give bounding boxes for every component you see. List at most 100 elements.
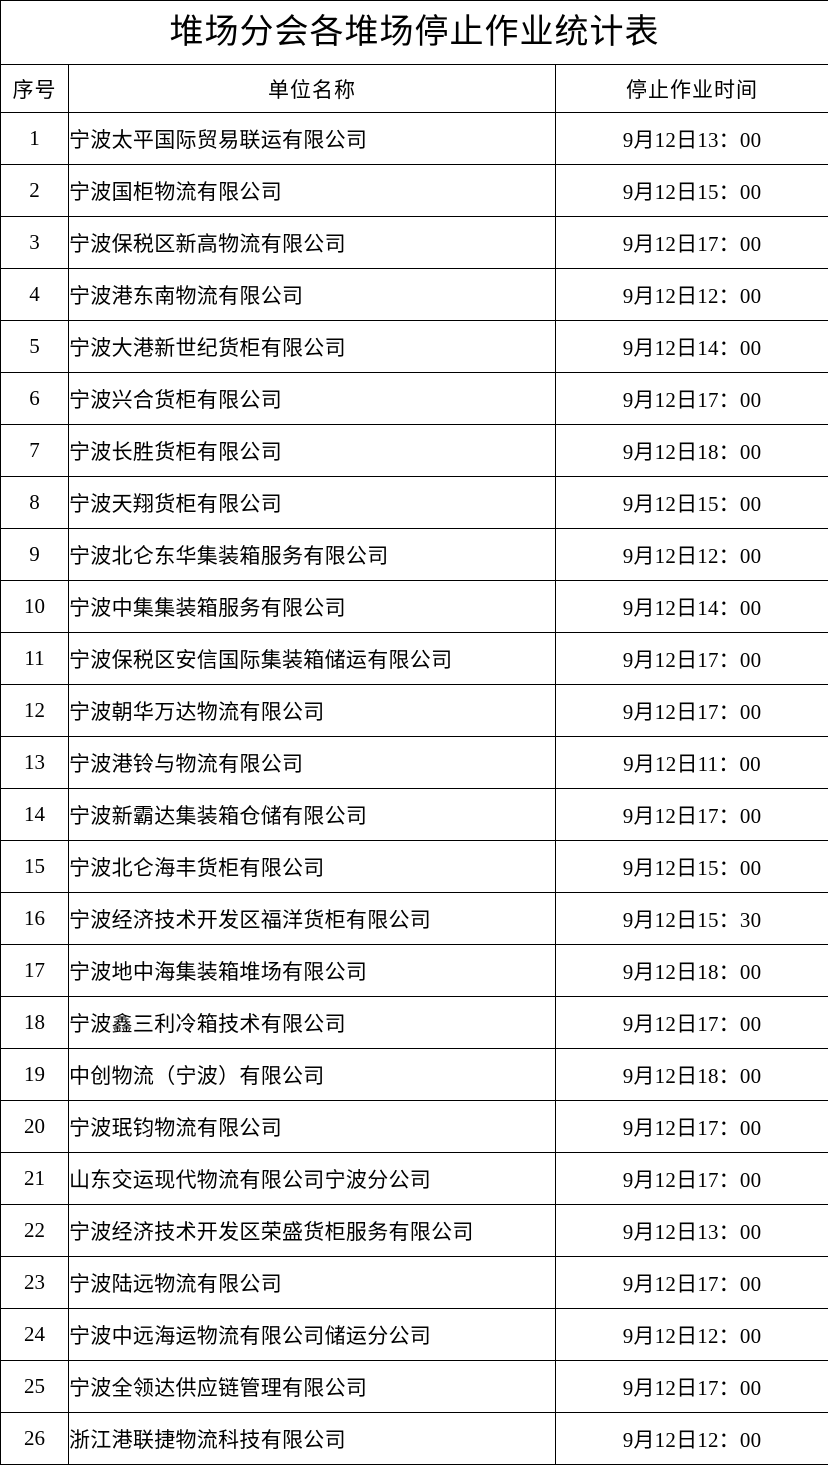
table-row: 8 宁波天翔货柜有限公司 9月12日15：00 (0, 476, 828, 529)
cell-sequence-number: 3 (0, 216, 69, 269)
cell-company-name: 宁波中远海运物流有限公司储运分公司 (68, 1308, 556, 1361)
cell-company-name: 宁波港东南物流有限公司 (68, 268, 556, 321)
cell-sequence-number: 20 (0, 1100, 69, 1153)
table-row: 10 宁波中集集装箱服务有限公司 9月12日14：00 (0, 580, 828, 633)
cell-stop-time: 9月12日17：00 (554, 1152, 828, 1205)
cell-stop-time: 9月12日15：00 (554, 840, 828, 893)
cell-stop-time: 9月12日17：00 (554, 216, 828, 269)
cell-sequence-number: 13 (0, 736, 69, 789)
cell-sequence-number: 12 (0, 684, 69, 737)
cell-company-name: 宁波地中海集装箱堆场有限公司 (68, 944, 556, 997)
cell-company-name: 宁波新霸达集装箱仓储有限公司 (68, 788, 556, 841)
cell-company-name: 宁波港铃与物流有限公司 (68, 736, 556, 789)
cell-company-name: 宁波兴合货柜有限公司 (68, 372, 556, 425)
table-row: 13 宁波港铃与物流有限公司 9月12日11：00 (0, 736, 828, 789)
table-row: 22 宁波经济技术开发区荣盛货柜服务有限公司 9月12日13：00 (0, 1204, 828, 1257)
cell-sequence-number: 17 (0, 944, 69, 997)
cell-company-name: 中创物流（宁波）有限公司 (68, 1048, 556, 1101)
column-header-seq: 序号 (0, 64, 69, 113)
table-row: 12 宁波朝华万达物流有限公司 9月12日17：00 (0, 684, 828, 737)
table-row: 26 浙江港联捷物流科技有限公司 9月12日12：00 (0, 1412, 828, 1465)
cell-stop-time: 9月12日18：00 (554, 944, 828, 997)
cell-stop-time: 9月12日13：00 (554, 112, 828, 165)
table-row: 1 宁波太平国际贸易联运有限公司 9月12日13：00 (0, 112, 828, 165)
cell-stop-time: 9月12日11：00 (554, 736, 828, 789)
cell-company-name: 宁波北仑东华集装箱服务有限公司 (68, 528, 556, 581)
cell-stop-time: 9月12日17：00 (554, 1360, 828, 1413)
table-row: 24 宁波中远海运物流有限公司储运分公司 9月12日12：00 (0, 1308, 828, 1361)
table-row: 21 山东交运现代物流有限公司宁波分公司 9月12日17：00 (0, 1152, 828, 1205)
cell-company-name: 宁波国柜物流有限公司 (68, 164, 556, 217)
cell-company-name: 宁波珉钧物流有限公司 (68, 1100, 556, 1153)
cell-stop-time: 9月12日17：00 (554, 1256, 828, 1309)
table-row: 9 宁波北仑东华集装箱服务有限公司 9月12日12：00 (0, 528, 828, 581)
cell-company-name: 宁波太平国际贸易联运有限公司 (68, 112, 556, 165)
table-row: 18 宁波鑫三利冷箱技术有限公司 9月12日17：00 (0, 996, 828, 1049)
cell-company-name: 宁波长胜货柜有限公司 (68, 424, 556, 477)
cell-stop-time: 9月12日17：00 (554, 996, 828, 1049)
cell-company-name: 宁波经济技术开发区福洋货柜有限公司 (68, 892, 556, 945)
cell-sequence-number: 4 (0, 268, 69, 321)
cell-stop-time: 9月12日12：00 (554, 268, 828, 321)
cell-stop-time: 9月12日15：00 (554, 164, 828, 217)
table-row: 19 中创物流（宁波）有限公司 9月12日18：00 (0, 1048, 828, 1101)
cell-stop-time: 9月12日12：00 (554, 1308, 828, 1361)
table-row: 23 宁波陆远物流有限公司 9月12日17：00 (0, 1256, 828, 1309)
cell-company-name: 宁波北仑海丰货柜有限公司 (68, 840, 556, 893)
cell-stop-time: 9月12日14：00 (554, 580, 828, 633)
cell-stop-time: 9月12日13：00 (554, 1204, 828, 1257)
cell-stop-time: 9月12日12：00 (554, 528, 828, 581)
cell-stop-time: 9月12日18：00 (554, 1048, 828, 1101)
cell-company-name: 宁波陆远物流有限公司 (68, 1256, 556, 1309)
table-row: 15 宁波北仑海丰货柜有限公司 9月12日15：00 (0, 840, 828, 893)
cell-sequence-number: 22 (0, 1204, 69, 1257)
cell-sequence-number: 14 (0, 788, 69, 841)
cell-sequence-number: 10 (0, 580, 69, 633)
table-row: 20 宁波珉钧物流有限公司 9月12日17：00 (0, 1100, 828, 1153)
cell-sequence-number: 19 (0, 1048, 69, 1101)
cell-sequence-number: 6 (0, 372, 69, 425)
column-header-time: 停止作业时间 (554, 64, 828, 113)
cell-stop-time: 9月12日12：00 (554, 1412, 828, 1465)
cell-company-name: 宁波全领达供应链管理有限公司 (68, 1360, 556, 1413)
cell-sequence-number: 11 (0, 632, 69, 685)
cell-sequence-number: 8 (0, 476, 69, 529)
cell-stop-time: 9月12日14：00 (554, 320, 828, 373)
table-header-row: 序号 单位名称 停止作业时间 (0, 64, 828, 113)
cell-company-name: 宁波中集集装箱服务有限公司 (68, 580, 556, 633)
cell-sequence-number: 1 (0, 112, 69, 165)
cell-company-name: 山东交运现代物流有限公司宁波分公司 (68, 1152, 556, 1205)
cell-sequence-number: 23 (0, 1256, 69, 1309)
table-row: 7 宁波长胜货柜有限公司 9月12日18：00 (0, 424, 828, 477)
cell-sequence-number: 5 (0, 320, 69, 373)
cell-sequence-number: 2 (0, 164, 69, 217)
cell-company-name: 浙江港联捷物流科技有限公司 (68, 1412, 556, 1465)
cell-stop-time: 9月12日17：00 (554, 632, 828, 685)
cell-stop-time: 9月12日17：00 (554, 372, 828, 425)
table-row: 16 宁波经济技术开发区福洋货柜有限公司 9月12日15：30 (0, 892, 828, 945)
document-title: 堆场分会各堆场停止作业统计表 (0, 0, 828, 65)
cell-sequence-number: 16 (0, 892, 69, 945)
cell-stop-time: 9月12日18：00 (554, 424, 828, 477)
table-row: 3 宁波保税区新高物流有限公司 9月12日17：00 (0, 216, 828, 269)
cell-company-name: 宁波朝华万达物流有限公司 (68, 684, 556, 737)
cell-stop-time: 9月12日15：00 (554, 476, 828, 529)
cell-sequence-number: 21 (0, 1152, 69, 1205)
cell-company-name: 宁波经济技术开发区荣盛货柜服务有限公司 (68, 1204, 556, 1257)
cell-company-name: 宁波天翔货柜有限公司 (68, 476, 556, 529)
cell-sequence-number: 7 (0, 424, 69, 477)
table-row: 25 宁波全领达供应链管理有限公司 9月12日17：00 (0, 1360, 828, 1413)
table-row: 2 宁波国柜物流有限公司 9月12日15：00 (0, 164, 828, 217)
table-row: 4 宁波港东南物流有限公司 9月12日12：00 (0, 268, 828, 321)
table-row: 6 宁波兴合货柜有限公司 9月12日17：00 (0, 372, 828, 425)
cell-sequence-number: 25 (0, 1360, 69, 1413)
cell-stop-time: 9月12日17：00 (554, 1100, 828, 1153)
cell-sequence-number: 18 (0, 996, 69, 1049)
cell-stop-time: 9月12日15：30 (554, 892, 828, 945)
cell-sequence-number: 15 (0, 840, 69, 893)
cell-company-name: 宁波大港新世纪货柜有限公司 (68, 320, 556, 373)
cell-sequence-number: 26 (0, 1412, 69, 1465)
cell-company-name: 宁波鑫三利冷箱技术有限公司 (68, 996, 556, 1049)
cell-sequence-number: 24 (0, 1308, 69, 1361)
